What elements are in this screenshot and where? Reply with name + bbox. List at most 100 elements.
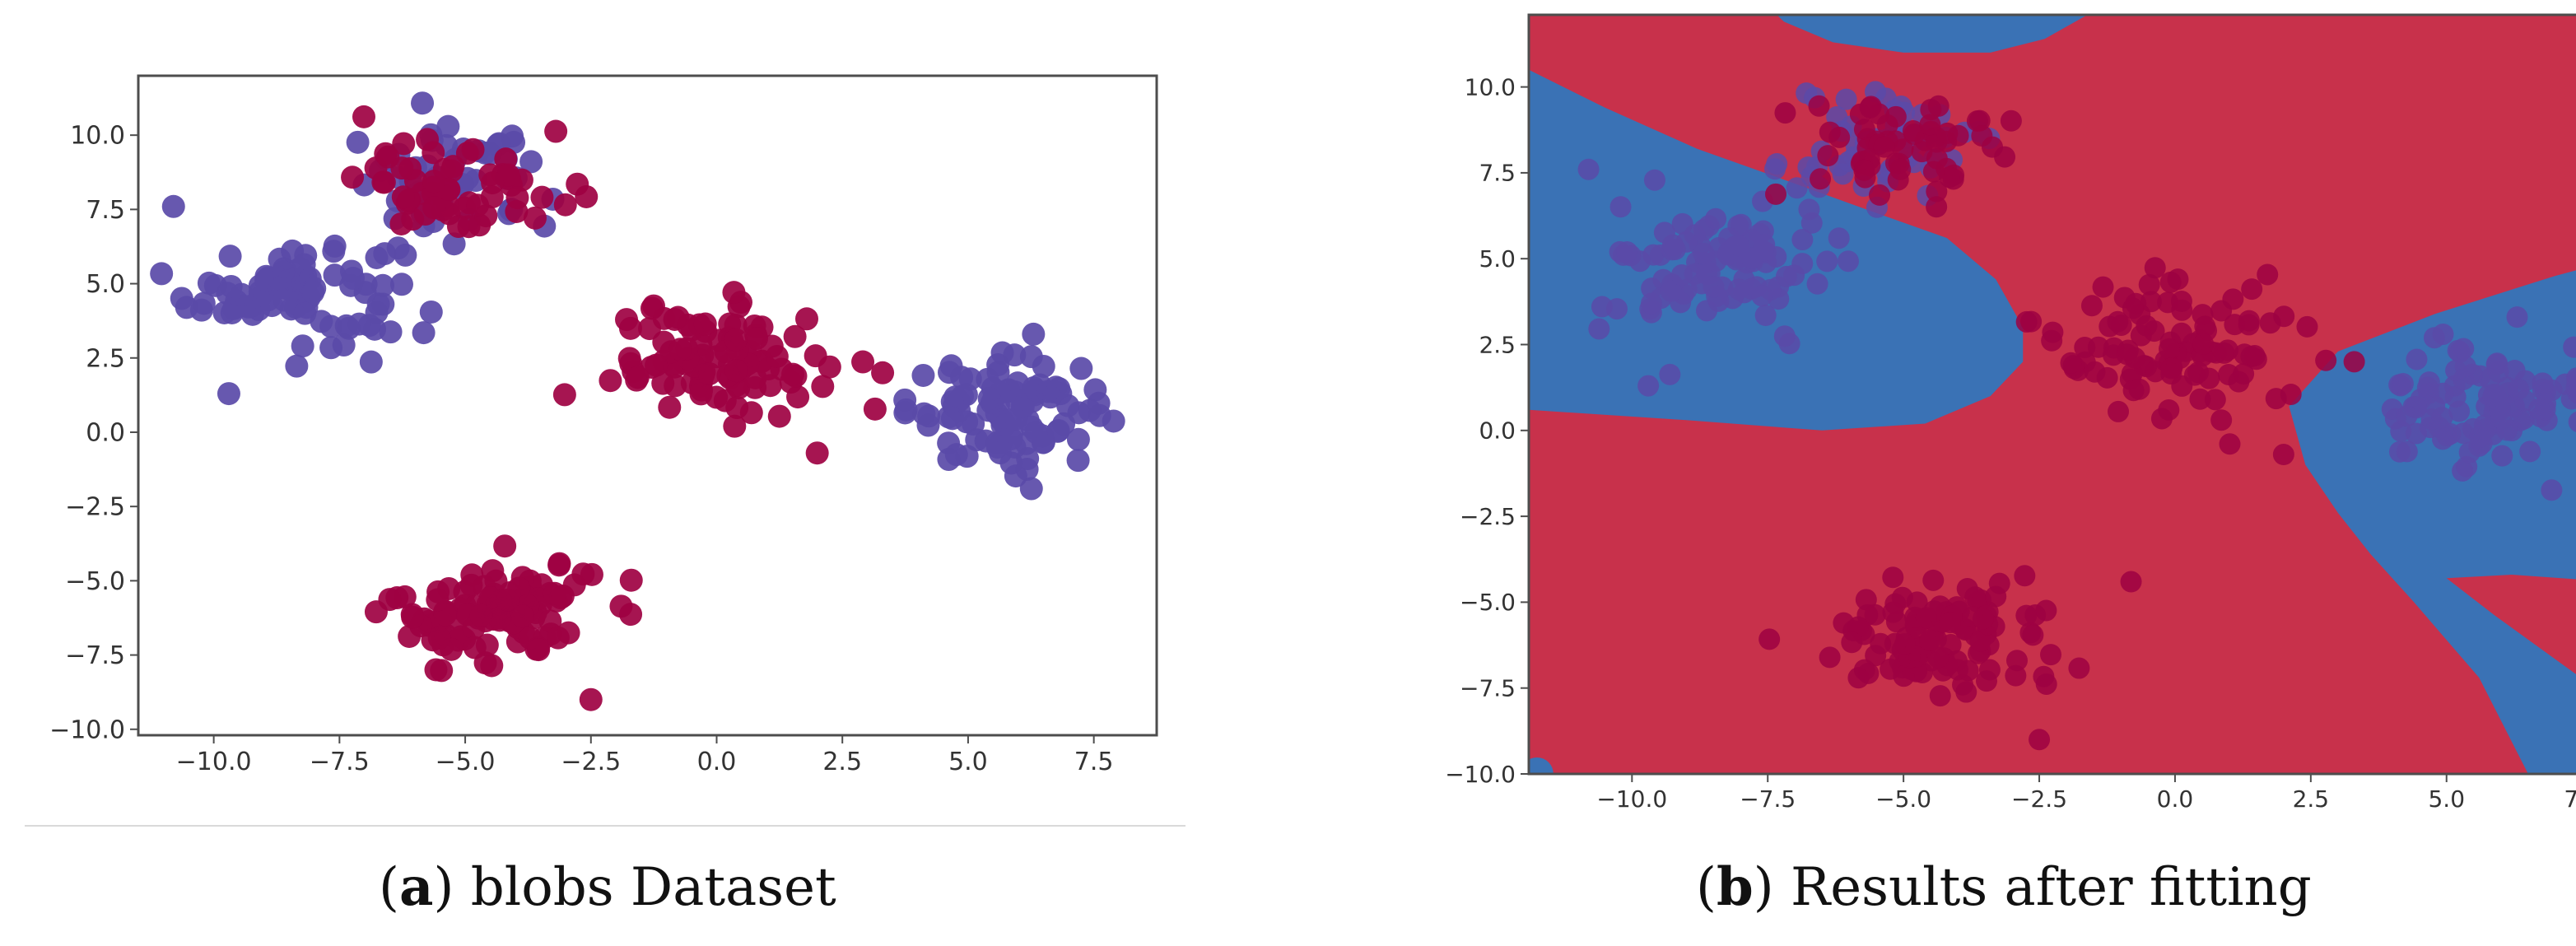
data-point-class-b bbox=[2015, 604, 2038, 627]
data-point-class-a bbox=[1664, 238, 1686, 260]
data-point-class-b bbox=[724, 359, 748, 383]
data-point-class-b bbox=[663, 307, 687, 331]
data-point-class-a bbox=[1835, 88, 1857, 110]
data-point-class-b bbox=[1988, 572, 2010, 594]
data-point-class-a bbox=[1751, 285, 1773, 307]
data-point-class-a bbox=[1703, 276, 1725, 298]
data-point-class-b bbox=[2068, 657, 2090, 679]
data-point-class-b bbox=[641, 294, 665, 318]
data-point-class-b bbox=[505, 199, 529, 223]
data-point-class-a bbox=[2432, 323, 2454, 345]
data-point-class-a bbox=[1066, 449, 1090, 473]
data-point-class-a bbox=[2519, 440, 2541, 463]
data-point-class-b bbox=[765, 344, 789, 368]
data-point-class-b bbox=[478, 586, 502, 610]
data-point-class-a bbox=[911, 363, 935, 387]
data-point-class-b bbox=[668, 338, 692, 361]
caption-divider bbox=[25, 825, 1186, 827]
data-point-class-b bbox=[527, 638, 551, 662]
data-point-class-b bbox=[422, 196, 446, 220]
data-point-class-b bbox=[1922, 569, 1945, 591]
x-tick-label: −10.0 bbox=[176, 748, 252, 776]
data-point-class-b bbox=[2343, 351, 2365, 373]
data-point-class-a bbox=[2436, 425, 2458, 447]
data-point-class-b bbox=[352, 105, 375, 128]
data-point-class-a bbox=[1588, 318, 1610, 340]
caption-b-text: Results after fitting bbox=[1791, 857, 2312, 918]
data-point-class-a bbox=[1783, 264, 1805, 287]
data-point-class-b bbox=[2130, 324, 2152, 347]
data-point-class-b bbox=[557, 621, 580, 645]
data-point-class-a bbox=[2396, 405, 2418, 427]
data-point-class-b bbox=[2005, 650, 2028, 672]
x-tick-label: 7.5 bbox=[2564, 785, 2576, 813]
data-point-class-b bbox=[2210, 300, 2233, 322]
data-point-class-b bbox=[1915, 607, 1937, 629]
scatter-plot-blobs: −10.0 −7.5 −5.0 −2.5 0.0 2.5 5.0 7.5 10.0 7.5 5.0 2… bbox=[49, 74, 1158, 776]
data-point-class-a bbox=[1705, 207, 1727, 230]
data-point-class-b bbox=[571, 562, 595, 586]
caption-b-letter: b bbox=[1716, 856, 1754, 918]
data-point-class-b bbox=[1926, 180, 1948, 203]
data-point-class-b bbox=[1926, 196, 1948, 218]
y-tick-label: 7.5 bbox=[1479, 160, 1516, 187]
data-point-class-a bbox=[1637, 375, 1660, 397]
data-point-class-b bbox=[805, 441, 829, 465]
data-point-class-a bbox=[2396, 440, 2418, 463]
data-point-class-a bbox=[2568, 411, 2576, 432]
y-tick-label: 5.0 bbox=[1479, 245, 1516, 273]
data-point-class-a bbox=[161, 194, 185, 218]
data-point-class-a bbox=[940, 389, 964, 413]
data-point-class-a bbox=[1640, 292, 1662, 315]
data-point-class-b bbox=[496, 588, 519, 612]
data-point-class-a bbox=[1605, 298, 1628, 320]
data-point-class-b bbox=[1972, 608, 1994, 630]
data-point-class-a bbox=[976, 367, 999, 391]
data-point-class-a bbox=[319, 336, 343, 360]
data-point-class-a bbox=[2405, 422, 2427, 445]
scatter-plot-decision-regions: −10.0 −7.5 −5.0 −2.5 0.0 2.5 5.0 7.5 10.0 7.5 5.0 2… bbox=[1445, 13, 2576, 813]
data-point-class-b bbox=[547, 553, 571, 577]
data-point-class-b bbox=[664, 374, 687, 398]
data-point-class-a bbox=[1032, 354, 1055, 378]
data-point-class-a bbox=[254, 268, 278, 292]
y-tick-label: −5.0 bbox=[1460, 589, 1516, 616]
data-point-class-b bbox=[1919, 629, 1941, 651]
y-tick-label: 10.0 bbox=[70, 122, 125, 151]
data-point-class-a bbox=[371, 273, 395, 297]
data-point-class-b bbox=[544, 119, 568, 143]
data-point-class-a bbox=[2566, 367, 2576, 389]
data-point-class-a bbox=[1791, 229, 1814, 251]
points-layer bbox=[150, 91, 1125, 711]
data-point-class-a bbox=[1102, 409, 1125, 433]
x-tick-label: 0.0 bbox=[697, 748, 737, 776]
data-point-class-b bbox=[2120, 571, 2142, 593]
data-point-class-b bbox=[2259, 312, 2281, 334]
data-point-class-b bbox=[1841, 631, 1863, 654]
data-point-class-b bbox=[626, 366, 650, 389]
data-point-class-a bbox=[2491, 445, 2513, 467]
x-tick-label: 5.0 bbox=[2428, 785, 2465, 813]
data-point-class-b bbox=[2015, 310, 2038, 333]
data-point-class-a bbox=[1577, 158, 1600, 180]
data-point-class-a bbox=[323, 234, 347, 258]
panel-blobs-dataset: −10.0 −7.5 −5.0 −2.5 0.0 2.5 5.0 7.5 10.0 7.5 5.0 2… bbox=[0, 0, 1202, 946]
data-point-class-b bbox=[463, 636, 487, 659]
data-point-class-b bbox=[723, 414, 747, 438]
data-point-class-a bbox=[958, 367, 982, 391]
data-point-class-b bbox=[783, 324, 807, 348]
data-point-class-a bbox=[1024, 378, 1048, 402]
x-tick-label: −7.5 bbox=[1740, 785, 1796, 813]
x-tick-label: −7.5 bbox=[310, 748, 370, 776]
data-point-class-a bbox=[341, 267, 365, 291]
data-point-class-a bbox=[218, 245, 242, 268]
data-point-class-b bbox=[2140, 291, 2162, 313]
x-tick-label: −5.0 bbox=[436, 748, 496, 776]
data-point-class-b bbox=[2192, 304, 2214, 326]
data-point-class-a bbox=[373, 242, 397, 266]
data-point-class-a bbox=[1773, 325, 1796, 347]
data-point-class-b bbox=[1876, 114, 1898, 136]
data-point-class-a bbox=[1660, 280, 1682, 302]
data-point-class-b bbox=[739, 401, 763, 425]
data-point-class-b bbox=[1969, 631, 1991, 653]
